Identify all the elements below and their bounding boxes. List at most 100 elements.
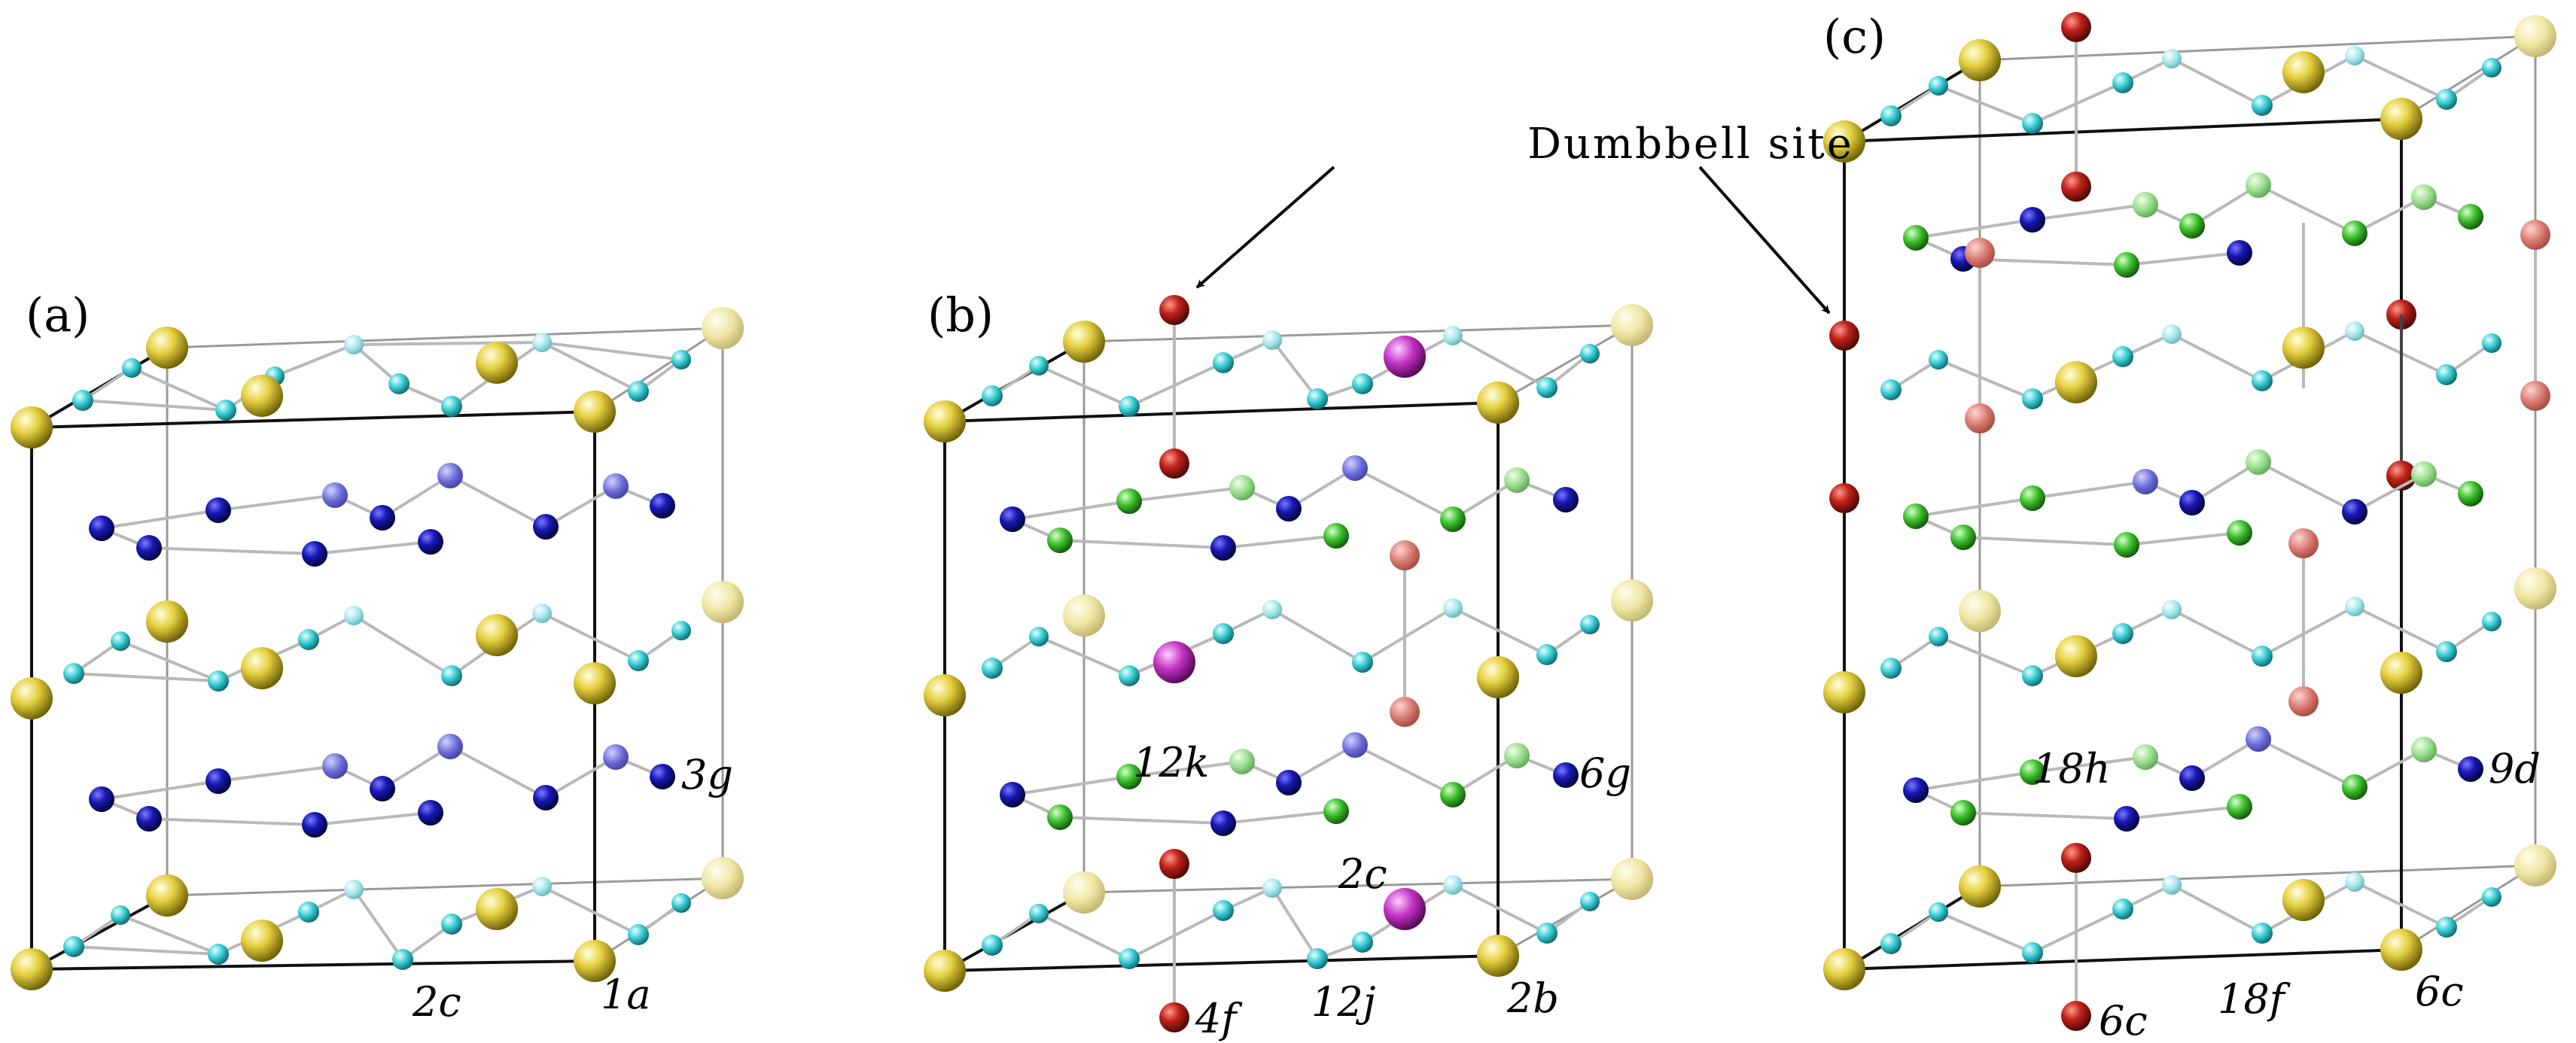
panel-label: (c) [1823, 9, 1886, 64]
yellow-sphere [1823, 120, 1865, 163]
cyan-sphere [1929, 350, 1948, 369]
cyan-sphere [982, 935, 1003, 956]
site-label: 18f [2218, 975, 2291, 1023]
green-sphere [1116, 764, 1142, 789]
blue-sphere [302, 541, 327, 567]
yellow-sphere [924, 674, 966, 716]
cyan-sphere [2022, 113, 2043, 134]
green-sphere [1950, 800, 1976, 826]
green-sphere [2179, 213, 2205, 239]
cyan-sphere [1880, 933, 1902, 954]
cyan-sphere [1352, 932, 1373, 953]
callout-arrow-left [1195, 166, 1335, 289]
yellow-sphere [146, 601, 188, 643]
yellow-sphere [11, 406, 53, 449]
site-label: 4f [1195, 995, 1242, 1042]
yellow-sphere [2380, 98, 2422, 140]
green-sphere [1229, 749, 1255, 774]
cyan-sphere [2436, 641, 2457, 662]
cyan-sphere [1307, 948, 1328, 969]
green-sphere [2458, 481, 2483, 506]
blue-sphere [1553, 487, 1579, 512]
green-sphere [1950, 525, 1976, 550]
green-sphere [1323, 798, 1349, 824]
cyan-sphere [1352, 373, 1373, 394]
cyan-sphere [532, 604, 552, 623]
red-sphere [1390, 697, 1420, 727]
red-sphere [2520, 381, 2550, 411]
red-sphere [1159, 849, 1189, 879]
panel-a: (a) 3g 2c 1a [11, 287, 744, 1026]
cyan-sphere [2112, 346, 2133, 367]
yellow-sphere [2282, 51, 2325, 93]
red-sphere [1159, 449, 1189, 479]
blue-sphere [2114, 806, 2139, 832]
cyan-sphere [344, 880, 364, 899]
yellow-sphere [241, 647, 283, 689]
green-sphere [2246, 172, 2271, 198]
cyan-sphere [208, 944, 229, 965]
yellow-sphere [2380, 652, 2422, 694]
cyan-sphere [1307, 388, 1328, 409]
yellow-sphere [241, 375, 283, 417]
cyan-sphere [1536, 923, 1557, 944]
cyan-sphere [2252, 923, 2273, 944]
cyan-sphere [671, 621, 691, 640]
yellow-sphere [702, 857, 744, 899]
cyan-layer-top [1880, 46, 2501, 134]
yellow-sphere [1477, 382, 1519, 424]
cyan-sphere [1213, 900, 1234, 921]
green-sphere [2342, 774, 2367, 800]
cyan-sphere [1213, 352, 1234, 373]
cyan-sphere [344, 606, 364, 625]
cyan-sphere [1352, 652, 1373, 673]
yellow-sphere [1823, 671, 1865, 713]
green-sphere [2411, 461, 2437, 487]
blue-sphere [418, 800, 443, 826]
magenta-sphere [1384, 888, 1426, 930]
red-sphere [2520, 220, 2550, 250]
site-label: 2b [1506, 975, 1559, 1022]
cyan-sphere [2162, 875, 2182, 895]
blue-sphere [418, 529, 443, 555]
cyan-sphere [72, 390, 93, 411]
green-blue-layer-lower [1000, 732, 1579, 836]
cyan-sphere [1536, 377, 1557, 398]
cyan-sphere [1443, 875, 1463, 895]
green-sphere [1903, 225, 1929, 251]
cell-edge [166, 327, 723, 349]
blue-sphere [89, 515, 114, 541]
site-label: 3g [681, 751, 733, 798]
red-sphere [1829, 483, 1859, 513]
site-label: 12k [1133, 739, 1209, 786]
cyan-sphere [1580, 344, 1600, 363]
yellow-sphere [702, 307, 744, 349]
panel-label: (b) [927, 287, 994, 342]
cyan-sphere [1213, 623, 1234, 644]
yellow-sphere [476, 614, 518, 656]
cyan-sphere [2112, 899, 2133, 920]
cyan-sphere [2436, 364, 2457, 385]
cyan-sphere [441, 396, 462, 417]
cyan-sphere [298, 629, 319, 650]
cyan-sphere [671, 350, 691, 369]
cyan-sphere [2022, 942, 2043, 963]
callout-label: Dumbbell site [1527, 120, 1854, 169]
site-label: 6c [2415, 968, 2464, 1015]
red-sphere [1159, 1002, 1189, 1032]
yellow-sphere [476, 888, 518, 930]
cyan-sphere [1029, 356, 1049, 376]
site-label: 12j [1311, 978, 1375, 1026]
cyan-sphere [111, 905, 130, 925]
blue-sphere [650, 493, 675, 518]
green-sphere [2227, 794, 2252, 820]
red-sphere [2061, 1001, 2091, 1031]
blue-sphere [302, 812, 327, 838]
cyan-sphere [1929, 76, 1948, 96]
yellow-sphere [146, 327, 188, 369]
cyan-sphere [2482, 58, 2501, 78]
green-sphere [2227, 520, 2252, 546]
green-sphere [2114, 252, 2139, 278]
cyan-sphere [1580, 892, 1600, 911]
cyan-sphere [532, 877, 552, 896]
